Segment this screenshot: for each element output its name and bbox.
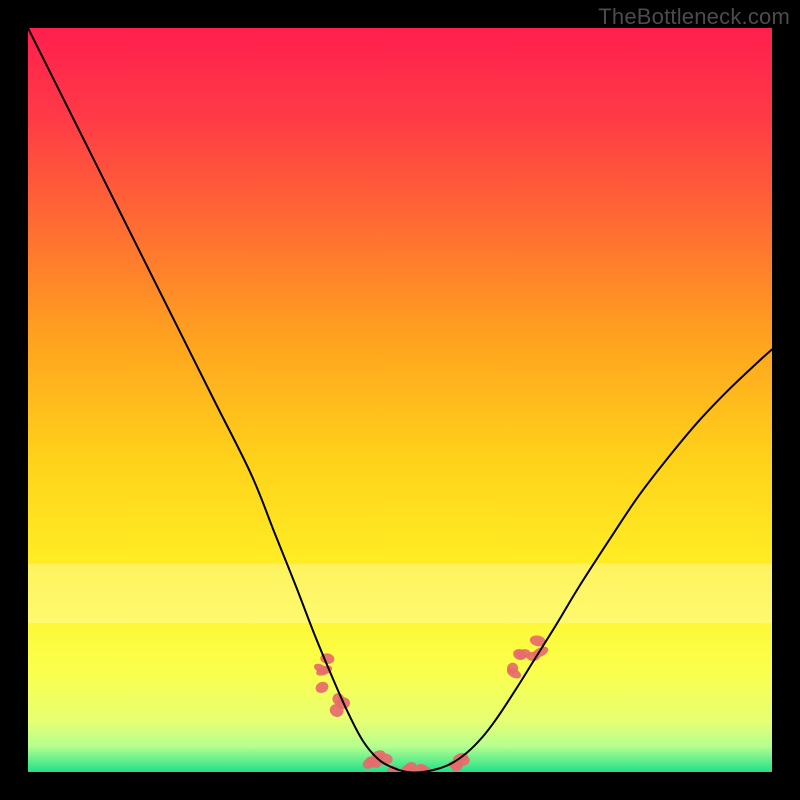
- stage: TheBottleneck.com: [0, 0, 800, 800]
- plot-background: [28, 28, 772, 772]
- chart-svg: [0, 0, 800, 800]
- watermark-text: TheBottleneck.com: [598, 4, 790, 30]
- pale-band: [28, 564, 772, 624]
